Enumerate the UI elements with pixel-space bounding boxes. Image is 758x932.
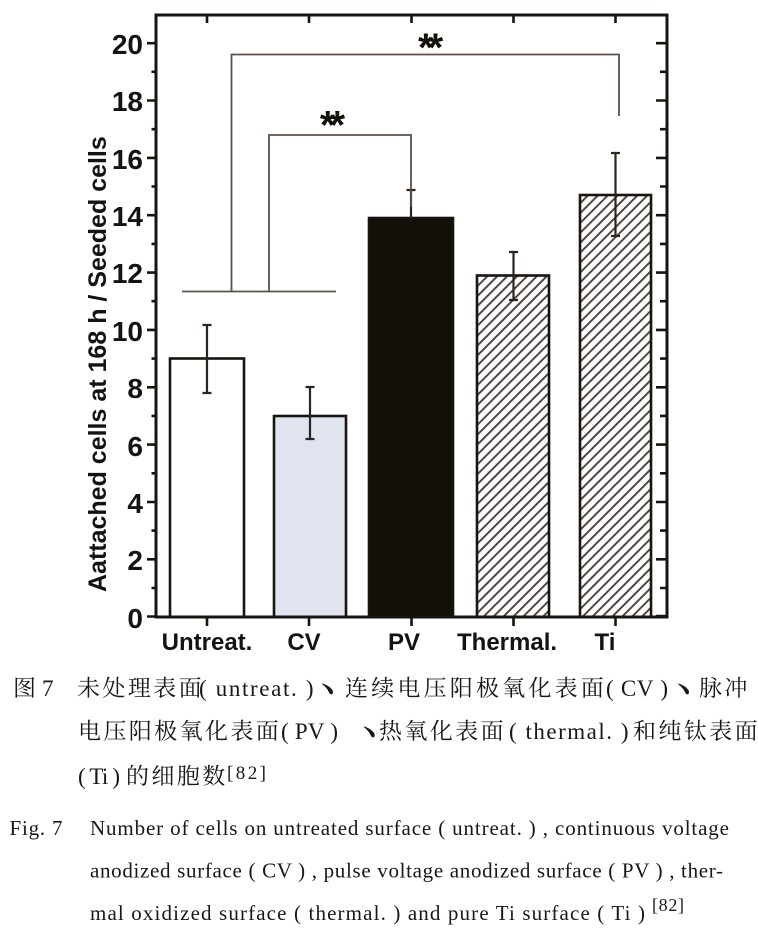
svg-text:7: 7 <box>42 676 54 701</box>
svg-text:mal oxidized surface ( thermal: mal oxidized surface ( thermal. ) and pu… <box>90 901 645 925</box>
svg-text:anodized surface ( CV ) , puls: anodized surface ( CV ) , pulse voltage … <box>90 859 723 883</box>
svg-text:**: ** <box>320 104 346 148</box>
svg-text:[82]: [82] <box>227 763 266 784</box>
svg-text:Fig. 7: Fig. 7 <box>10 816 63 840</box>
svg-text:( CV ): ( CV ) <box>606 676 668 701</box>
svg-text:**: ** <box>418 26 444 70</box>
svg-text:( PV ): ( PV ) <box>281 719 338 744</box>
svg-text:[82]: [82] <box>652 895 684 915</box>
svg-text:( thermal. ): ( thermal. ) <box>509 719 629 744</box>
svg-text:Number of cells on untreated s: Number of cells on untreated surface ( u… <box>90 816 729 840</box>
svg-text:( untreat. ): ( untreat. ) <box>199 676 314 701</box>
svg-text:( Ti ): ( Ti ) <box>78 764 120 789</box>
